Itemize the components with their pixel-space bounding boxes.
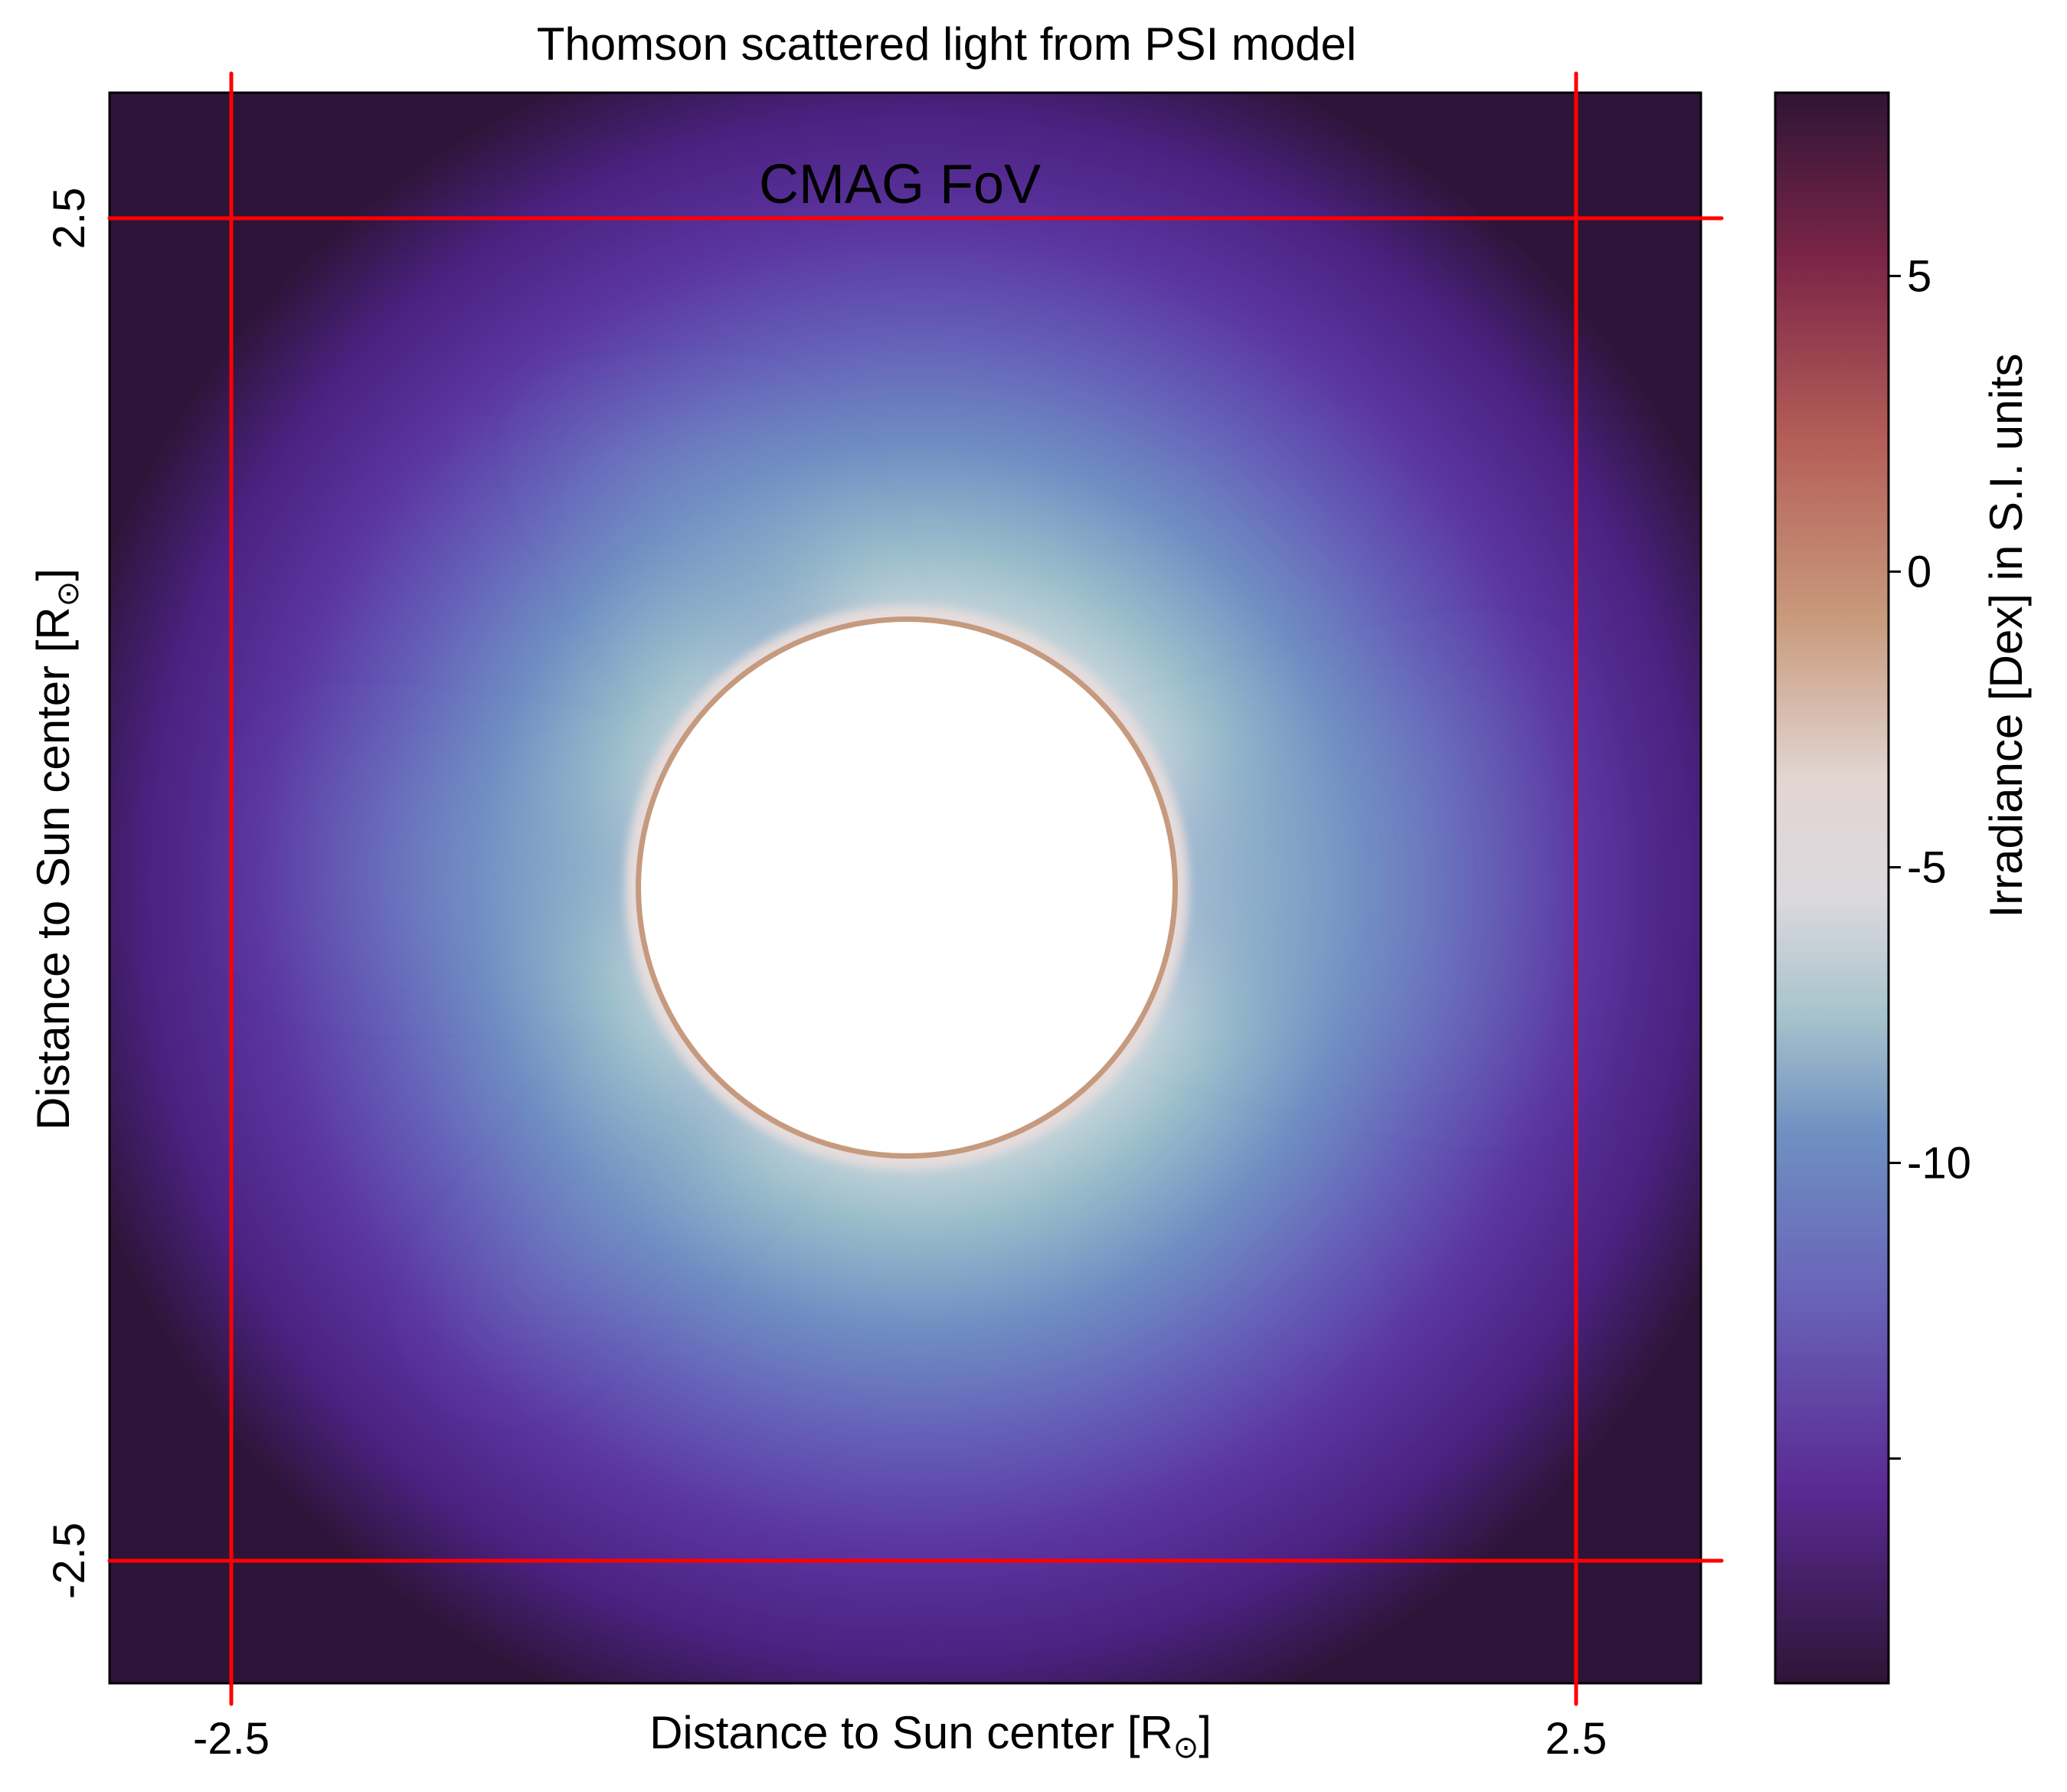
streamer-west [921, 583, 1701, 1163]
y-tick-label: 2.5 [44, 188, 94, 250]
colorbar-tick-label: -10 [1907, 1139, 1971, 1189]
colorbar-ticks: 5 0 -5 -10 [1889, 251, 1971, 1460]
y-axis-label-text: Distance to Sun center [R [28, 607, 79, 1130]
colorbar-tick-label: 5 [1907, 251, 1931, 301]
occulter-rim [625, 606, 1189, 1169]
streamer-east [110, 689, 921, 996]
y-tick-label: -2.5 [44, 1522, 94, 1599]
y-axis-label-close: ] [28, 568, 79, 581]
y-axis-label: Distance to Sun center [R⊙] [28, 568, 85, 1130]
colorbar-frame [1774, 91, 1890, 1685]
y-axis-label-subscript: ⊙ [51, 581, 85, 607]
heatmap [110, 93, 1701, 1683]
x-axis-label-text: Distance to Sun center [R [649, 1707, 1173, 1758]
occulter-disk [641, 622, 1172, 1153]
colorbar-tick-label: -5 [1907, 842, 1947, 892]
fov-box [107, 71, 1724, 1706]
x-tick-label: 2.5 [1545, 1714, 1607, 1764]
plot-frame [108, 91, 1702, 1685]
colorbar-ramp [1775, 93, 1889, 1683]
x-axis-label-close: ] [1199, 1707, 1212, 1758]
fov-annotation: CMAG FoV [759, 154, 1041, 215]
colorbar-tick-label: 0 [1907, 547, 1931, 597]
occulter-edge [636, 616, 1178, 1159]
x-axis-label: Distance to Sun center [R⊙] [649, 1707, 1212, 1764]
chart-title: Thomson scattered light from PSI model [537, 18, 1356, 70]
x-axis-label-subscript: ⊙ [1173, 1731, 1199, 1764]
colorbar: 5 0 -5 -10 [1774, 91, 1971, 1685]
colorbar-label: Irradiance [Dex] in S.I. units [1980, 354, 2032, 918]
x-tick-label: -2.5 [193, 1714, 270, 1764]
